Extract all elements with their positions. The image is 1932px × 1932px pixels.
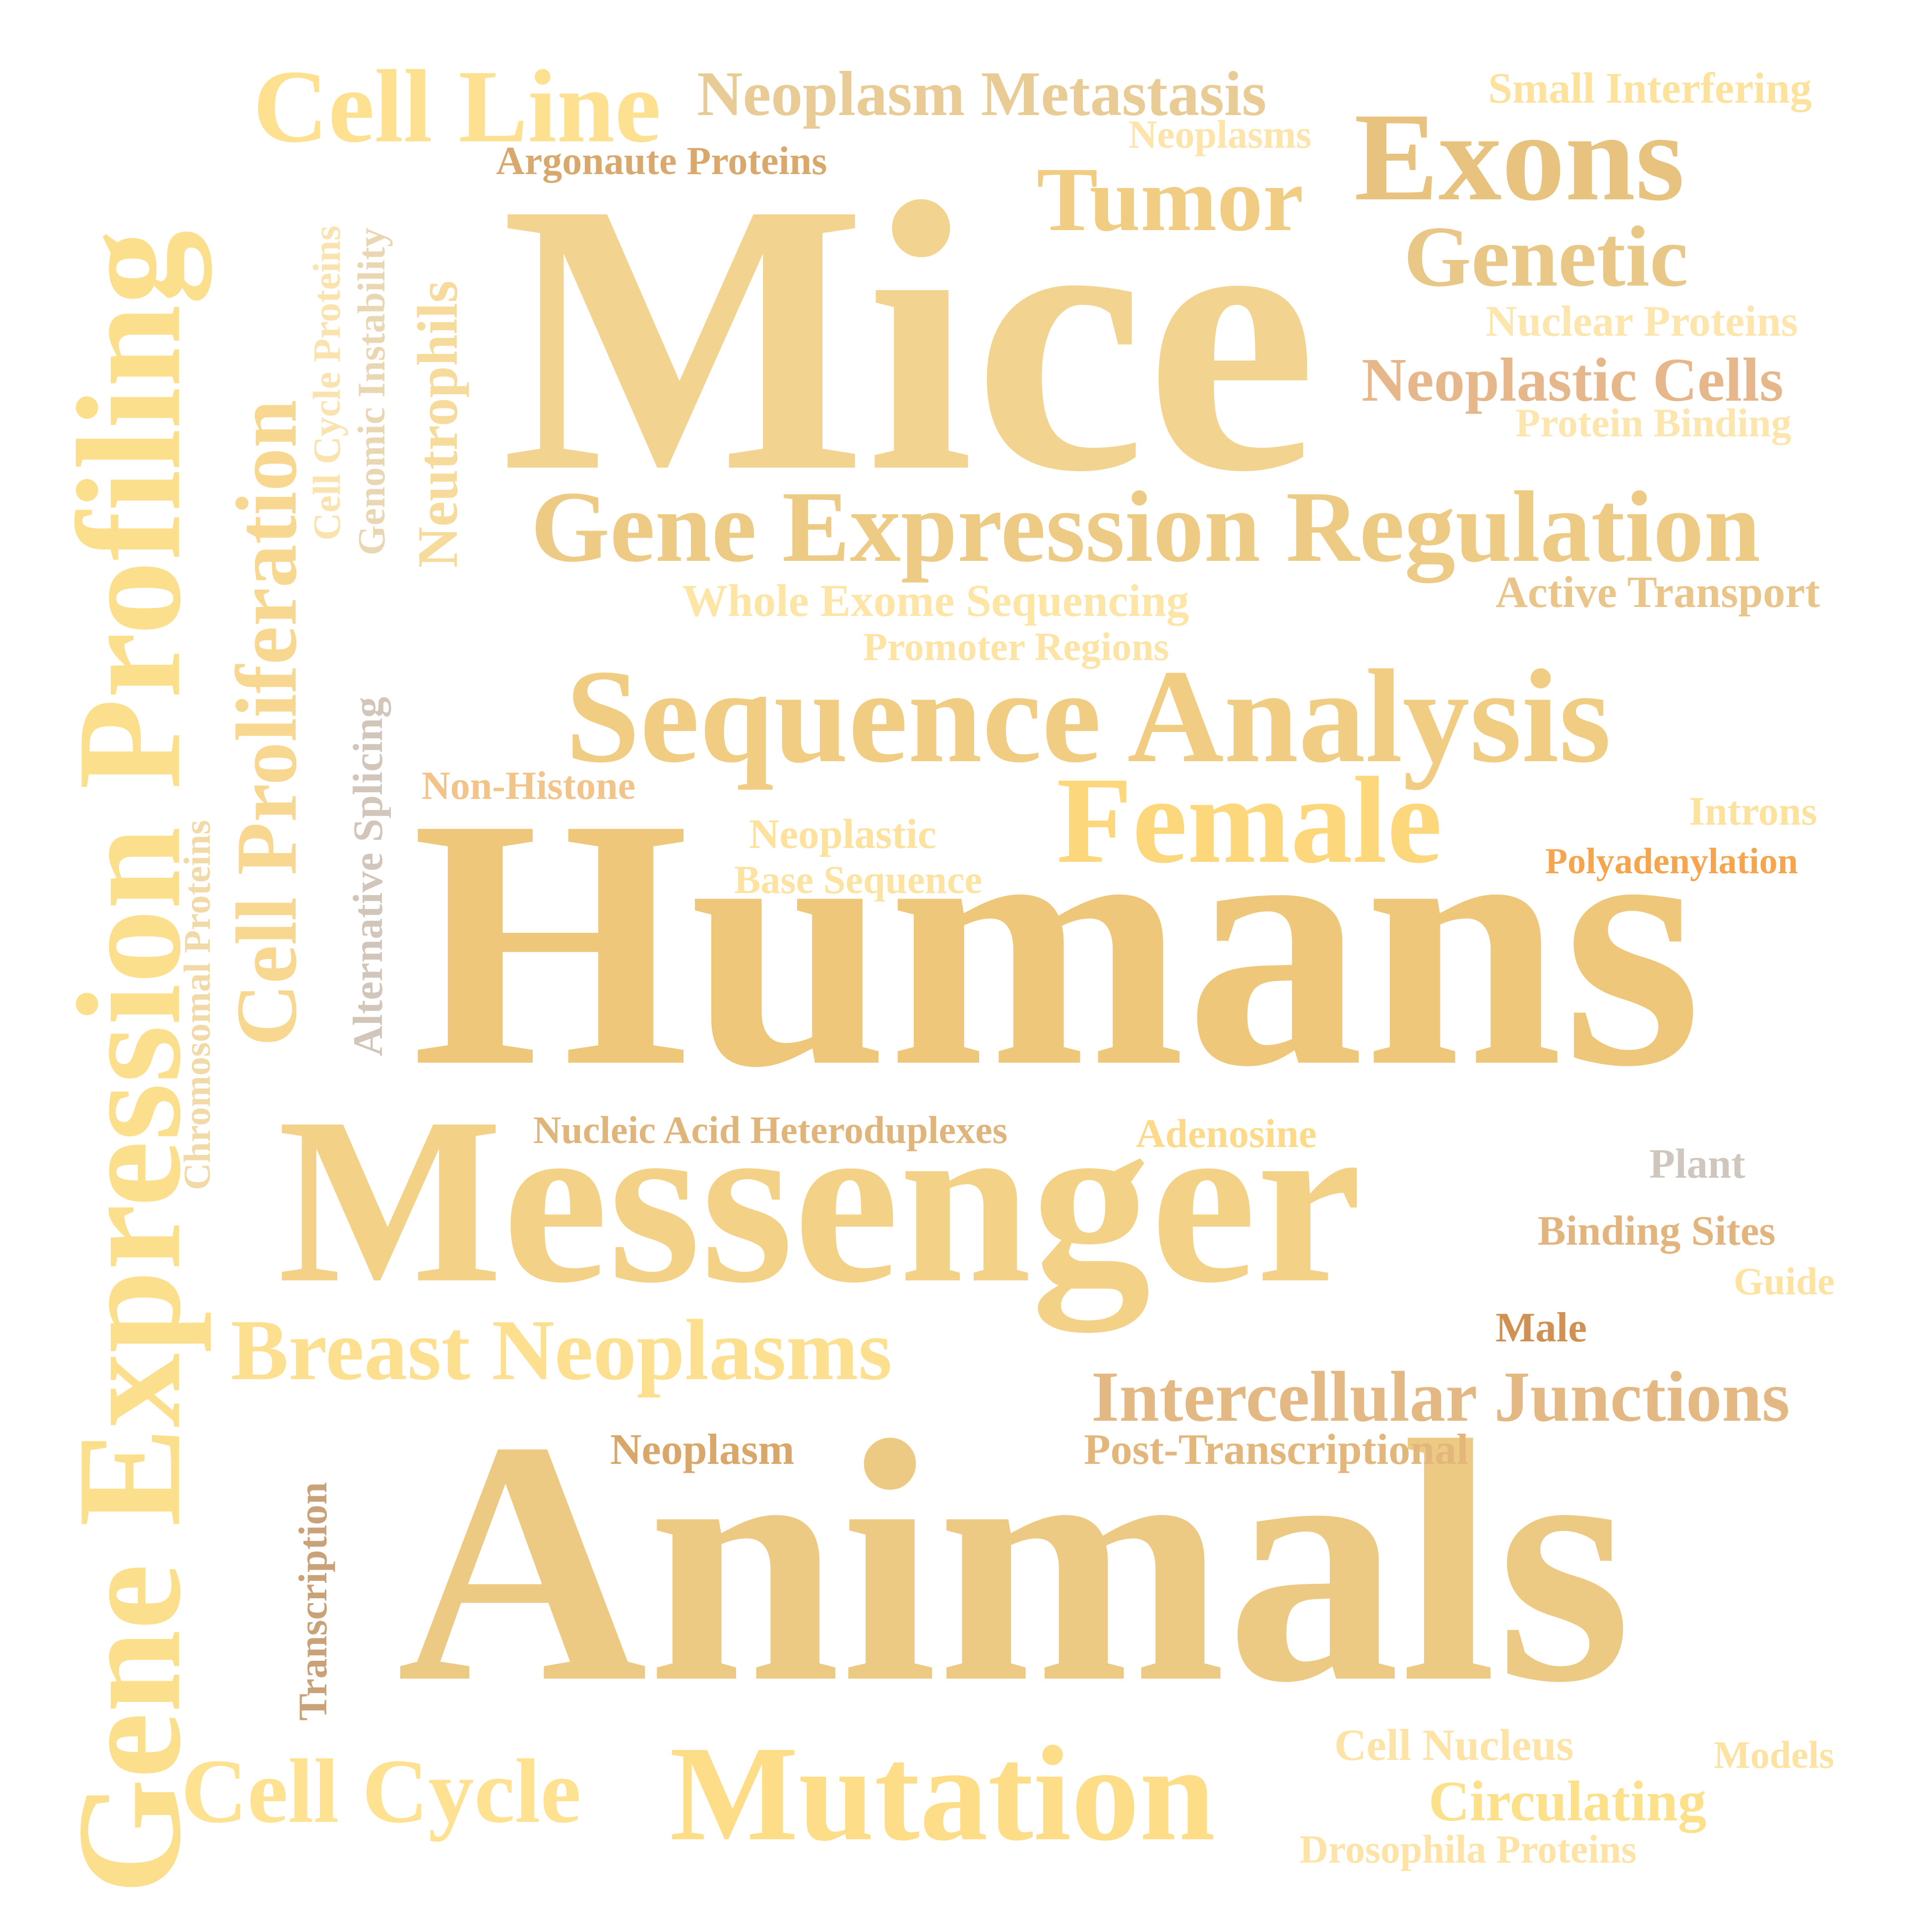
word-cell-nucleus: Cell Nucleus	[1334, 1721, 1574, 1770]
word-humans: Humans	[412, 744, 1702, 1140]
word-plant: Plant	[1649, 1141, 1745, 1187]
word-messenger: Messenger	[278, 1068, 1362, 1332]
word-female: Female	[1057, 752, 1442, 889]
word-tumor: Tumor	[1037, 149, 1304, 250]
word-cell-cycle-proteins: Cell Cycle Proteins	[305, 225, 348, 541]
word-chromosomal-proteins: Chromosomal Proteins	[177, 820, 218, 1190]
word-transcription: Transcription	[290, 1482, 335, 1721]
word-models: Models	[1714, 1733, 1834, 1776]
word-adenosine: Adenosine	[1136, 1111, 1317, 1156]
word-neutrophils: Neutrophils	[406, 280, 469, 568]
word-mice: Mice	[501, 123, 1317, 551]
word-circulating: Circulating	[1429, 1770, 1707, 1833]
word-sequence-analysis: Sequence Analysis	[565, 642, 1611, 790]
word-drosophila-proteins: Drosophila Proteins	[1300, 1828, 1637, 1872]
word-active-transport: Active Transport	[1496, 568, 1820, 617]
word-nucleic-acid-heteroduplexes: Nucleic Acid Heteroduplexes	[533, 1108, 1008, 1151]
word-whole-exome-sequencing: Whole Exome Sequencing	[682, 575, 1189, 626]
word-cell-line: Cell Line	[253, 49, 661, 164]
word-cell-cycle: Cell Cycle	[181, 1741, 581, 1842]
word-base-sequence: Base Sequence	[734, 858, 982, 902]
word-promoter-regions: Promoter Regions	[863, 625, 1169, 669]
word-breast-neoplasms: Breast Neoplasms	[231, 1302, 892, 1398]
word-non-histone: Non-Histone	[422, 764, 636, 808]
word-post-transcriptional: Post-Transcriptional	[1084, 1426, 1469, 1474]
word-neoplastic-cells: Neoplastic Cells	[1362, 346, 1784, 415]
word-alternative-splicing: Alternative Splicing	[345, 697, 391, 1056]
word-nuclear-proteins: Nuclear Proteins	[1486, 298, 1798, 346]
word-neoplasm-metastasis: Neoplasm Metastasis	[697, 59, 1267, 129]
word-intercellular-junctions: Intercellular Junctions	[1091, 1357, 1790, 1437]
word-exons: Exons	[1354, 87, 1685, 227]
word-polyadenylation: Polyadenylation	[1545, 841, 1798, 882]
word-small-interfering: Small Interfering	[1488, 64, 1812, 113]
word-genetic: Genetic	[1404, 208, 1688, 304]
word-neoplasms: Neoplasms	[1128, 113, 1311, 157]
word-neoplastic: Neoplastic	[749, 811, 936, 857]
word-introns: Introns	[1689, 788, 1817, 834]
word-cell-proliferation: Cell Proliferation	[218, 399, 314, 1046]
word-protein-binding: Protein Binding	[1515, 400, 1792, 445]
word-animals: Animals	[397, 1370, 1632, 1754]
word-neoplasm: Neoplasm	[610, 1426, 795, 1474]
word-guide: Guide	[1734, 1260, 1835, 1303]
word-gene-expression-regulation: Gene Expression Regulation	[531, 471, 1761, 583]
word-argonaute-proteins: Argonaute Proteins	[496, 139, 827, 183]
word-binding-sites: Binding Sites	[1538, 1208, 1776, 1254]
word-mutation: Mutation	[670, 1718, 1215, 1869]
word-genomic-instability: Genomic Instability	[350, 228, 393, 555]
word-male: Male	[1496, 1304, 1587, 1351]
